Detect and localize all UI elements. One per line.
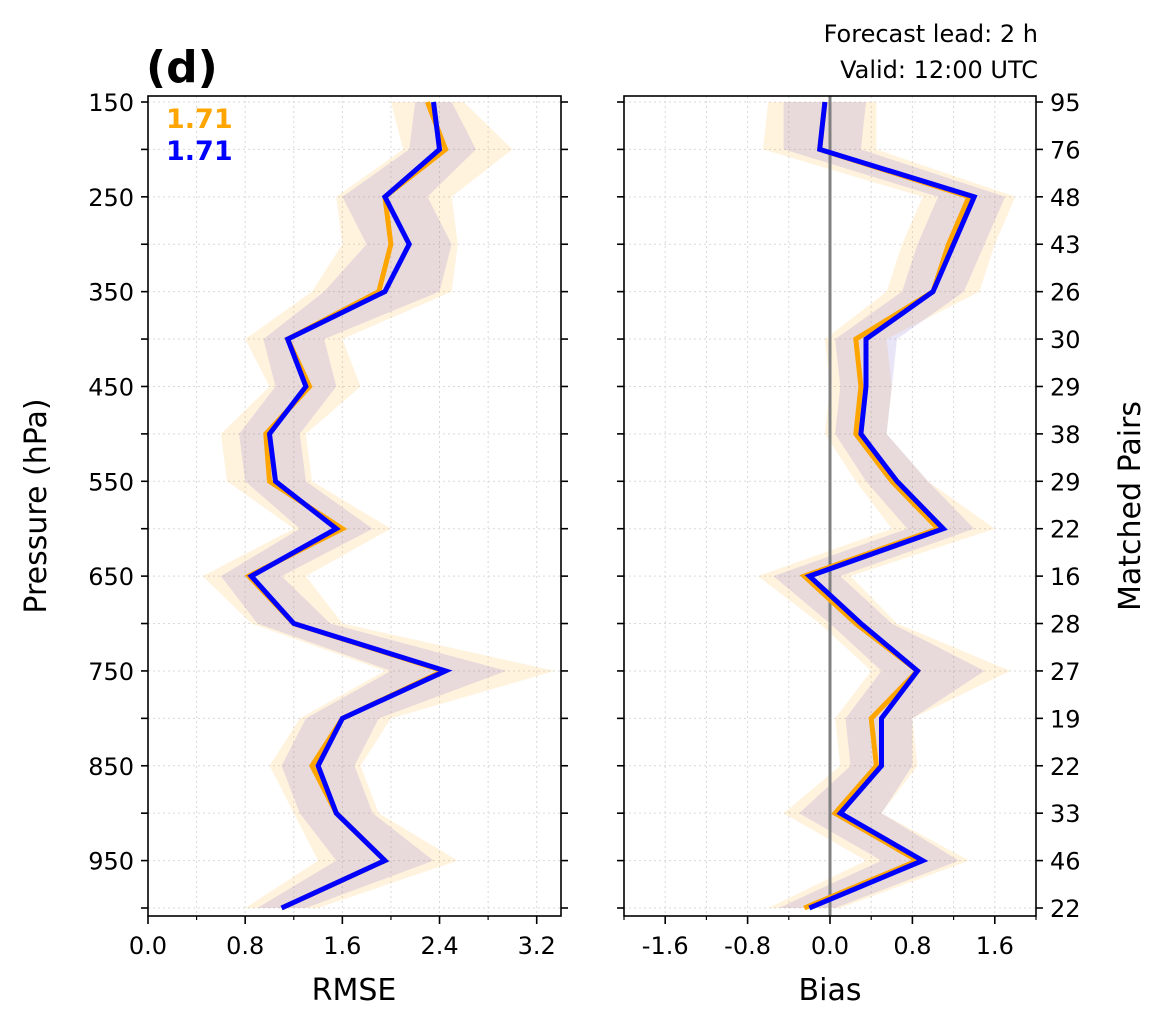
bias-lines: [799, 101, 978, 911]
rmse-grid: [147, 96, 561, 916]
matched-pairs-label: 29: [1050, 468, 1081, 496]
panel-label: (d): [146, 42, 218, 93]
x-tick-label: 1.6: [976, 932, 1014, 960]
y-tick-label: 250: [88, 184, 134, 212]
y-tick-label: 450: [88, 373, 134, 401]
rmse-frame: [147, 95, 562, 917]
matched-pairs-label: 22: [1050, 753, 1081, 781]
series-line-2: [247, 101, 453, 911]
matched-pairs-label: 95: [1050, 89, 1081, 117]
bias-ticks: -1.6 -0.8 0.0 0.8 1.6 95 76 48 43 26 30 29 38 29 22 16 2…: [617, 89, 1081, 960]
matched-pairs-label: 28: [1050, 611, 1081, 639]
matched-pairs-label: 27: [1050, 658, 1081, 686]
x-tick-label: -1.6: [642, 932, 689, 960]
matched-pairs-label: 30: [1050, 326, 1081, 354]
matched-pairs-label: 48: [1050, 184, 1081, 212]
rmse-summary-b: 1.71: [166, 136, 233, 167]
matched-pairs-label: 33: [1050, 800, 1081, 828]
y-tick-label: 850: [88, 753, 134, 781]
matched-pairs-label: 22: [1050, 516, 1081, 544]
matched-pairs-label: 46: [1050, 848, 1081, 876]
y-tick-label: 350: [88, 279, 134, 307]
matched-pairs-label: 38: [1050, 421, 1081, 449]
uncertainty-band-1: [757, 102, 1016, 908]
valid-time-text: Valid: 12:00 UTC: [840, 56, 1038, 84]
uncertainty-band-2: [773, 102, 1006, 908]
matched-pairs-label: 76: [1050, 136, 1081, 164]
matched-pairs-label: 29: [1050, 373, 1081, 401]
uncertainty-band-1: [202, 102, 555, 908]
bias-panel: -1.6 -0.8 0.0 0.8 1.6 95 76 48 43 26 30 29 38 29 22 16 2…: [617, 89, 1148, 1008]
x-tick-label: 0.0: [129, 932, 167, 960]
forecast-lead-text: Forecast lead: 2 h: [824, 20, 1038, 48]
bias-x-axis-label: Bias: [799, 973, 862, 1008]
rmse-panel: 0.0 0.8 1.6 2.4 3.2 150 250 350 450 550 650 750 850 9…: [19, 89, 568, 1008]
matched-pairs-label: 22: [1050, 895, 1081, 923]
matched-pairs-label: 43: [1050, 231, 1081, 259]
x-tick-label: 1.6: [323, 932, 361, 960]
y-tick-label: 550: [88, 468, 134, 496]
x-tick-label: 2.4: [420, 932, 458, 960]
y-tick-label: 150: [88, 89, 134, 117]
x-tick-label: 0.8: [893, 932, 931, 960]
x-tick-label: -0.8: [724, 932, 771, 960]
x-tick-label: 0.8: [226, 932, 264, 960]
matched-pairs-label: 16: [1050, 563, 1081, 591]
series-line-2: [804, 101, 978, 911]
uncertainty-band-2: [220, 102, 507, 908]
rmse-lines: [244, 101, 453, 911]
rmse-bands: [202, 102, 555, 908]
bias-right-axis-label: Matched Pairs: [1113, 401, 1148, 611]
series-line-1: [799, 101, 973, 911]
rmse-ticks: 0.0 0.8 1.6 2.4 3.2 150 250 350 450 550 650 750 850 9…: [88, 89, 568, 960]
matched-pairs-label: 19: [1050, 705, 1081, 733]
rmse-summary-a: 1.71: [166, 104, 233, 135]
matched-pairs-label: 26: [1050, 279, 1081, 307]
y-tick-label: 750: [88, 658, 134, 686]
rmse-y-axis-label: Pressure (hPa): [19, 398, 54, 613]
y-tick-label: 650: [88, 563, 134, 591]
y-tick-label: 950: [88, 848, 134, 876]
rmse-x-axis-label: RMSE: [312, 973, 397, 1008]
x-tick-label: 3.2: [518, 932, 556, 960]
bias-bands: [757, 102, 1016, 908]
x-tick-label: 0.0: [811, 932, 849, 960]
